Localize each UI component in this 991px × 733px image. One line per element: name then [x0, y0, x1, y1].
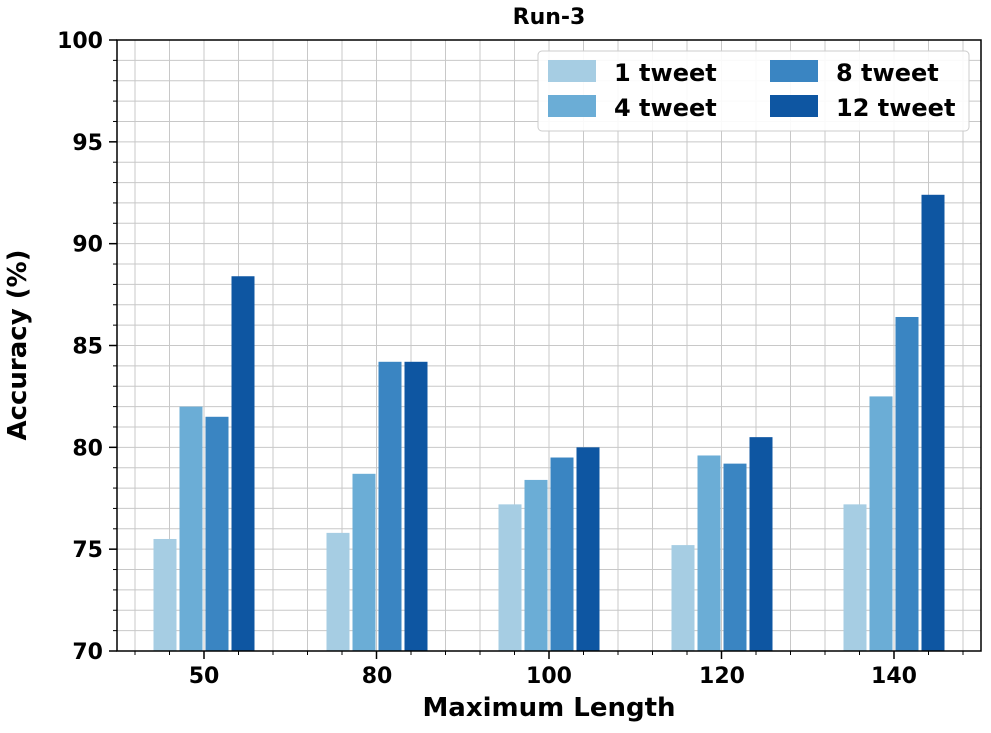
- bar-4-tweet-100: [524, 479, 548, 651]
- legend-label: 1 tweet: [614, 59, 717, 87]
- x-tick-label: 100: [526, 664, 572, 689]
- bar-12-tweet-80: [404, 361, 428, 651]
- x-tick-label: 80: [362, 664, 393, 689]
- y-tick-label: 100: [57, 29, 103, 54]
- bar-4-tweet-80: [352, 473, 376, 651]
- legend-box: [537, 50, 970, 132]
- bar-1-tweet-140: [843, 504, 867, 651]
- bar-8-tweet-80: [378, 361, 402, 651]
- bar-8-tweet-50: [205, 416, 229, 651]
- bar-8-tweet-100: [550, 457, 574, 651]
- bar-4-tweet-120: [697, 455, 721, 651]
- bar-1-tweet-120: [671, 545, 695, 651]
- legend-label: 8 tweet: [836, 59, 939, 87]
- y-tick-label: 95: [72, 131, 103, 156]
- y-tick-label: 80: [72, 436, 103, 461]
- bars: [153, 194, 945, 651]
- legend-label: 4 tweet: [614, 94, 717, 122]
- legend-label: 12 tweet: [836, 94, 955, 122]
- bar-1-tweet-50: [153, 538, 177, 651]
- legend-swatch: [548, 60, 596, 82]
- bar-4-tweet-50: [179, 406, 203, 651]
- legend-swatch: [548, 95, 596, 117]
- bar-12-tweet-100: [576, 447, 600, 651]
- y-tick-label: 70: [72, 640, 103, 665]
- x-axis-label: Maximum Length: [422, 693, 675, 723]
- bar-12-tweet-50: [231, 276, 255, 651]
- y-tick-label: 90: [72, 233, 103, 258]
- bar-12-tweet-120: [749, 437, 773, 651]
- y-axis-label: Accuracy (%): [3, 249, 33, 440]
- legend: 1 tweet 4 tweet 8 tweet 12 tweet: [537, 50, 970, 132]
- x-tick-label: 50: [189, 664, 220, 689]
- bar-8-tweet-140: [895, 316, 919, 651]
- y-tick-label: 85: [72, 335, 103, 360]
- axes: 70 75 80 85 90 95 100 50 80 100 120 140: [57, 29, 982, 689]
- bar-1-tweet-100: [498, 504, 522, 651]
- x-tick-label: 120: [699, 664, 745, 689]
- bar-8-tweet-120: [723, 463, 747, 651]
- legend-swatch: [770, 95, 818, 117]
- bar-12-tweet-140: [921, 194, 945, 651]
- bar-4-tweet-140: [869, 396, 893, 651]
- y-tick-label: 75: [72, 538, 103, 563]
- legend-swatch: [770, 60, 818, 82]
- x-tick-label: 140: [871, 664, 917, 689]
- chart-title: Run-3: [513, 5, 586, 30]
- bar-1-tweet-80: [326, 532, 350, 651]
